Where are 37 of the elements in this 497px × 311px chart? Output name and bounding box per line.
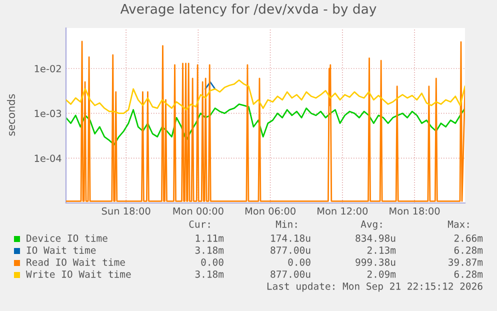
text: 2.13m [367,246,396,254]
text: 0.00 [201,258,224,266]
text: Min: [276,220,297,228]
text: 39.87m [448,258,483,266]
text: 0.00 [288,258,310,266]
text: 999.38u [356,258,396,266]
line-series [66,103,465,146]
text: 877.00u [270,270,310,278]
text: Last update: Mon Sep 21 22:15:12 2026 [267,282,482,292]
y-axis-title: seconds [6,94,16,136]
text: 877.00u [270,246,310,254]
chart-title: Average latency for /dev/xvda - by day [120,4,376,16]
legend-label: IO Wait time [26,246,96,254]
legend-label: Read IO Wait time [26,258,125,266]
x-tick-label: Mon 06:00 [245,207,296,215]
line-series [66,79,465,114]
text: 1.11m [196,234,224,242]
text: 6.28m [454,246,483,254]
text: Avg: [360,220,382,230]
x-tick-label: Mon 00:00 [173,207,224,215]
x-tick-label: Mon 18:00 [390,207,440,215]
text: 3.18m [195,246,224,254]
text: 3.18m [195,270,224,278]
y-tick-label: 1e-02 [34,64,61,72]
text: Cur: [189,220,210,228]
x-tick-label: Sun 18:00 [102,207,150,215]
y-tick-label: 1e-03 [34,110,62,118]
y-tick-label: 1e-04 [34,154,62,162]
text: 6.28m [454,270,483,278]
text: 2.09m [367,270,396,278]
text: 2.66m [454,234,483,242]
x-tick-label: Mon 12:00 [318,207,368,215]
legend-label: Device IO time [26,234,108,242]
text: 834.98u [356,234,396,242]
legend-label: Write IO Wait time [26,270,131,278]
text: Max: [448,220,469,228]
text: 174.18u [271,234,310,242]
